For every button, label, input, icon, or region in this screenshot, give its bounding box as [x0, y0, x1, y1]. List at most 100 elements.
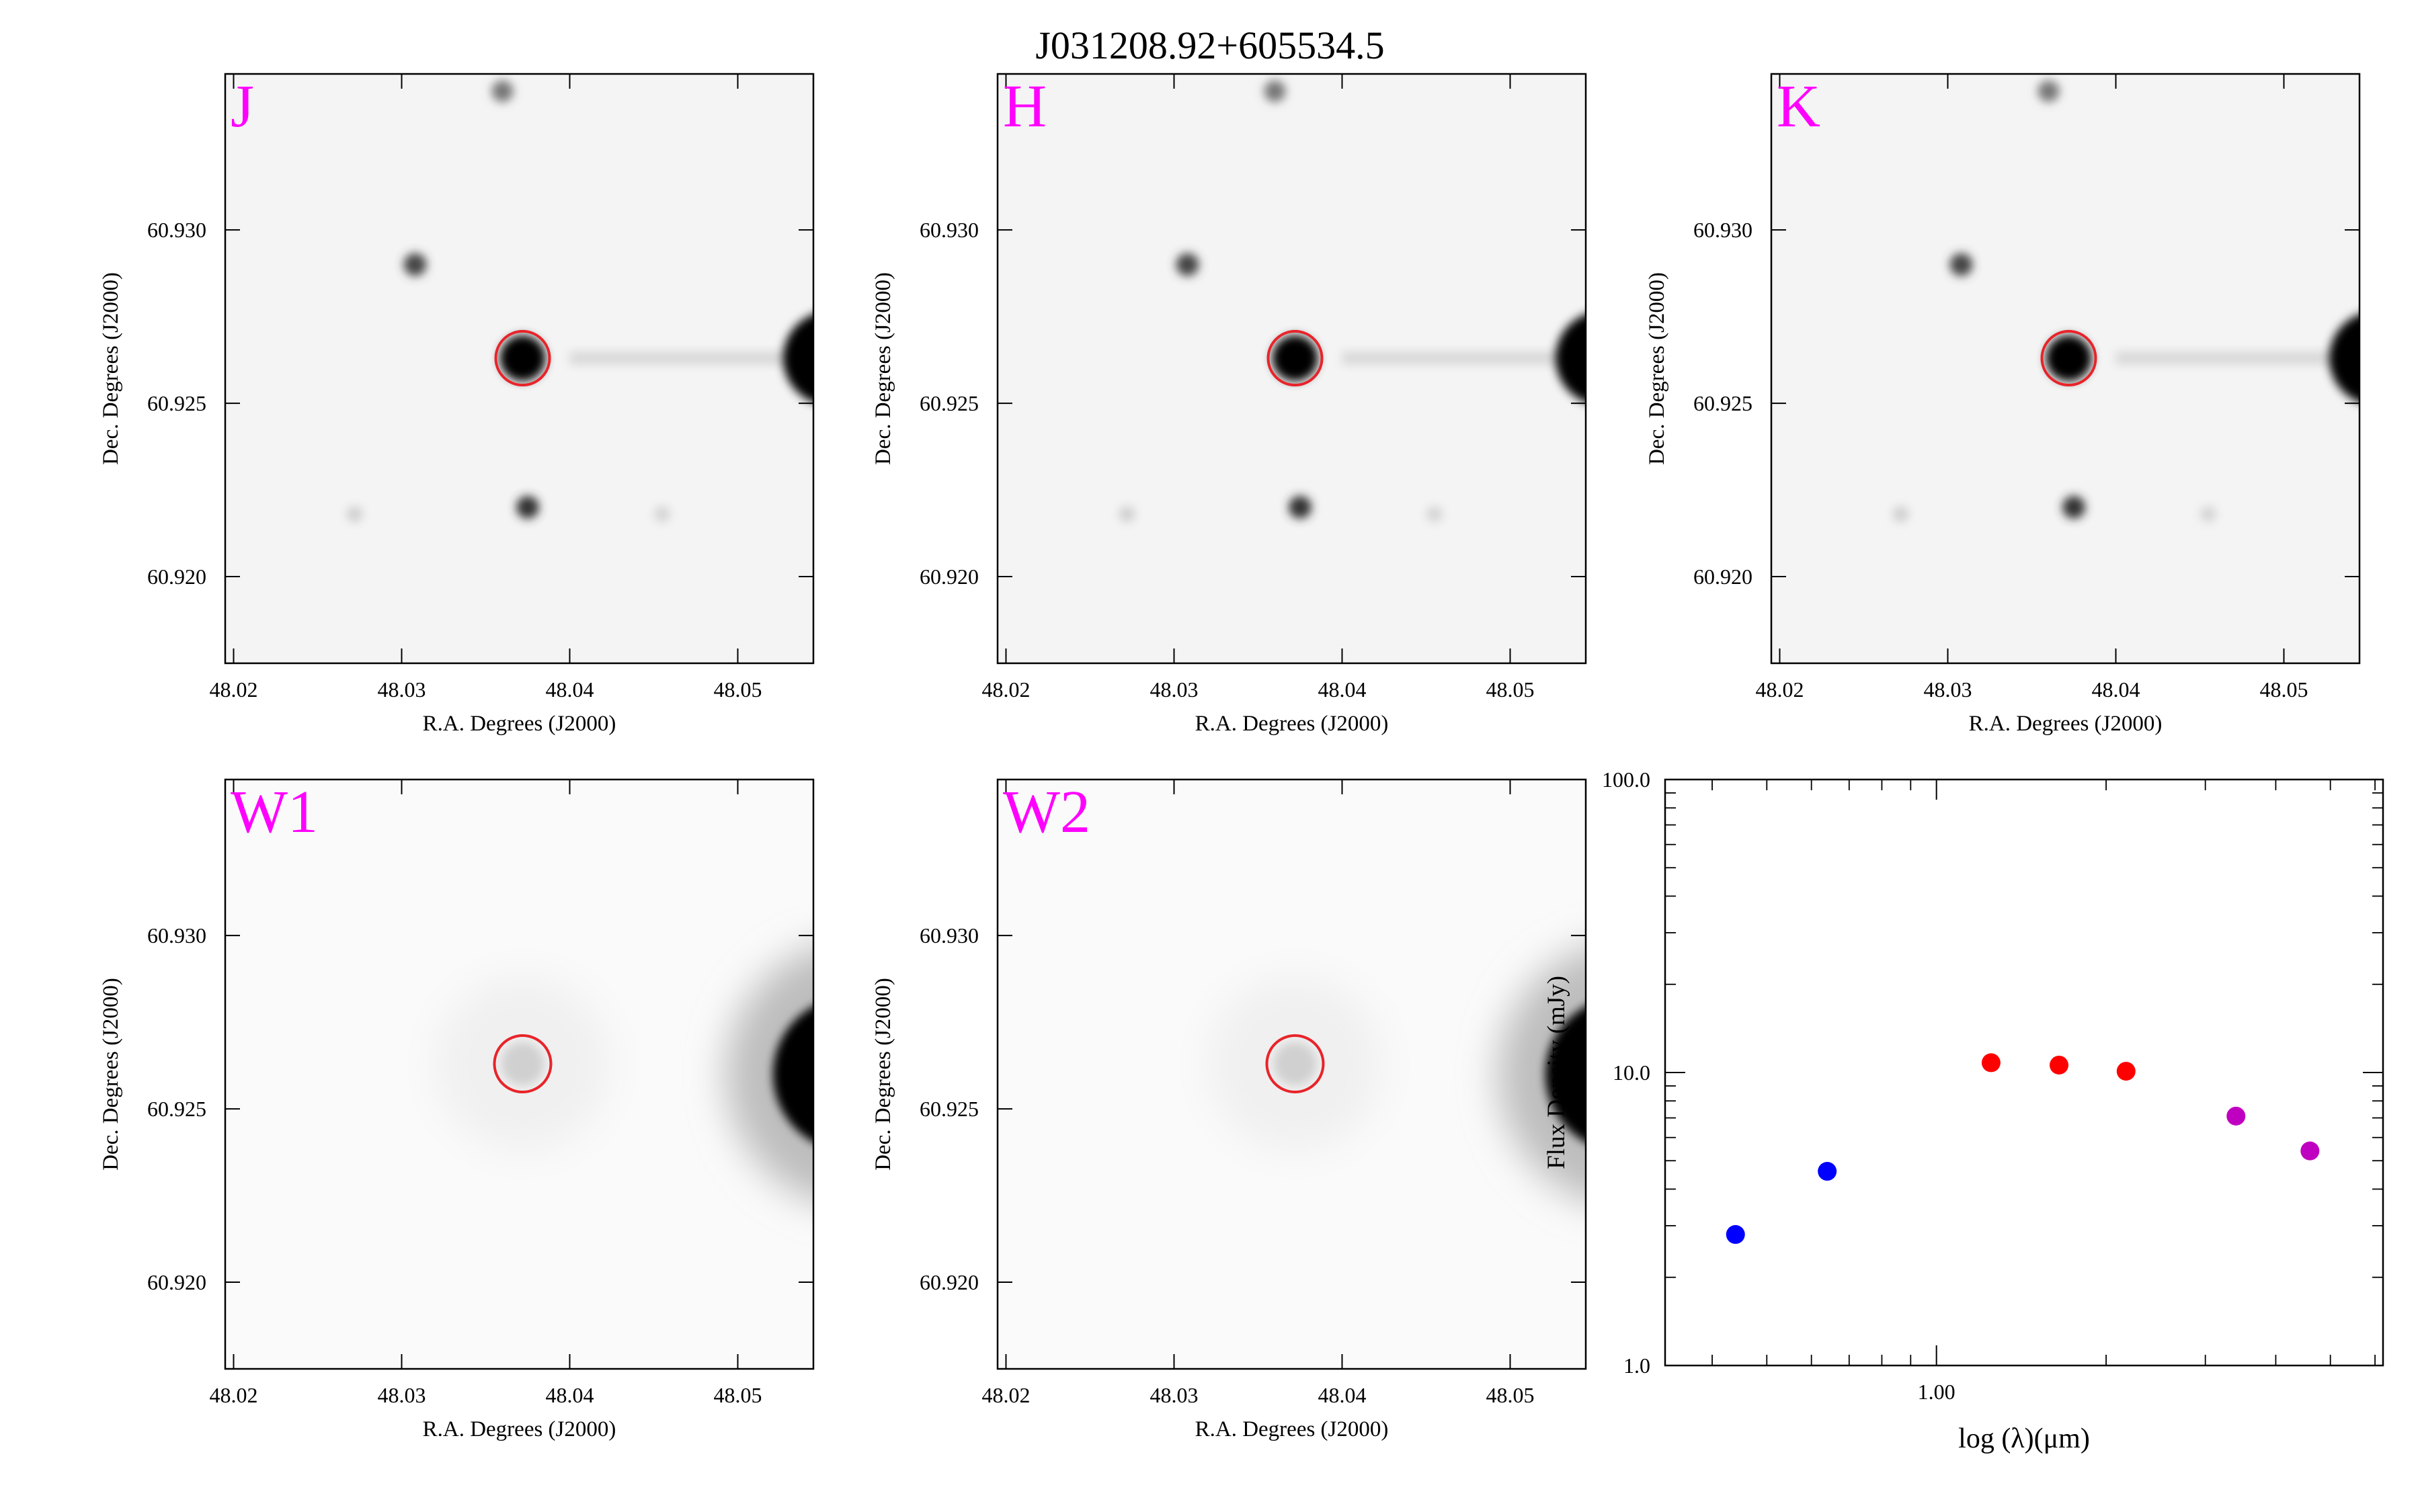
band-label: W1 [231, 779, 318, 845]
bright-source [2329, 314, 2360, 403]
y-axis-label: Flux Density (mJy) [1543, 976, 1570, 1169]
data-point [2050, 1055, 2069, 1075]
y-tick-label: 1.0 [1623, 1353, 1650, 1378]
panel-frame [224, 73, 815, 665]
y-tick-label: 60.925 [920, 391, 979, 415]
y-tick-label: 60.925 [920, 1097, 979, 1121]
x-tick-label: 48.04 [2092, 677, 2140, 702]
y-tick-label: 60.920 [1693, 564, 1752, 589]
bright-halo [1498, 948, 1586, 1200]
star [2062, 495, 2085, 519]
x-tick-label: 48.02 [982, 1383, 1031, 1407]
star [501, 1042, 544, 1086]
x-tick-label: 48.04 [1318, 1383, 1367, 1407]
x-tick-label: 48.02 [982, 677, 1031, 702]
band-label: K [1777, 73, 1820, 140]
y-tick-label: 60.920 [920, 564, 979, 589]
y-tick-label: 60.925 [1693, 391, 1752, 415]
star [1119, 506, 1135, 523]
star [1426, 506, 1443, 523]
star [1949, 253, 1973, 276]
image-panel-h: 48.02 48.03 48.04 48.05 60.930 60.925 60.920 R.… [871, 73, 1587, 736]
image-panel-w1: 48.02 48.03 48.04 48.05 60.930 60.925 60.920 R.… [99, 778, 815, 1441]
aperture-circle [494, 330, 551, 387]
image-panel-k: 48.02 48.03 48.04 48.05 60.930 60.925 60.920 R.… [1645, 73, 2361, 736]
star [1273, 1042, 1317, 1086]
y-tick-label: 10.0 [1613, 1060, 1650, 1085]
x-tick-label: 48.02 [210, 677, 258, 702]
star [2200, 506, 2216, 523]
star [516, 495, 539, 519]
star [2038, 80, 2060, 102]
aperture-circle [2040, 330, 2097, 387]
x-tick-label: 48.04 [546, 1383, 594, 1407]
star [403, 253, 427, 276]
data-point [2300, 1141, 2320, 1161]
figure-title: J031208.92+605534.5 [1035, 24, 1385, 67]
x-axis-label: R.A. Degrees (J2000) [1195, 712, 1389, 736]
y-tick-label: 60.930 [147, 218, 206, 242]
x-axis-label: R.A. Degrees (J2000) [1195, 1417, 1389, 1441]
star [491, 80, 514, 102]
panel-frame [1770, 73, 2361, 665]
x-tick-label: 48.03 [1924, 677, 1972, 702]
y-tick-label: 60.930 [920, 923, 979, 948]
x-tick-label: 48.03 [378, 677, 426, 702]
x-tick-label: 48.03 [378, 1383, 426, 1407]
y-axis-label: Dec. Degrees (J2000) [99, 978, 123, 1171]
bright-source [1545, 1006, 1586, 1142]
aperture-circle [1266, 330, 1324, 387]
x-axis-label: R.A. Degrees (J2000) [1969, 712, 2163, 736]
bright-source [773, 1006, 813, 1142]
y-axis-label: Dec. Degrees (J2000) [871, 978, 895, 1171]
y-tick-label: 60.925 [147, 391, 206, 415]
band-label: J [231, 73, 254, 140]
x-tick-label: 48.04 [546, 677, 594, 702]
data-point [2116, 1062, 2136, 1081]
streak [1342, 351, 1586, 366]
aperture-circle [1265, 1034, 1325, 1094]
x-axis-label: R.A. Degrees (J2000) [423, 1417, 616, 1441]
aperture-circle [493, 1034, 553, 1094]
panel-frame [996, 73, 1587, 665]
streak [2115, 351, 2360, 366]
x-tick-label: 48.05 [714, 1383, 762, 1407]
star [1264, 80, 1286, 102]
x-tick-label: 1.00 [1918, 1380, 1955, 1404]
y-tick-label: 60.920 [147, 564, 206, 589]
x-tick-label: 48.04 [1318, 677, 1367, 702]
y-tick-label: 60.920 [920, 1270, 979, 1294]
star [1289, 495, 1312, 519]
y-tick-label: 60.930 [147, 923, 206, 948]
y-tick-label: 60.930 [1693, 218, 1752, 242]
y-tick-label: 60.920 [147, 1270, 206, 1294]
plot-frame [1664, 778, 2384, 1367]
y-axis-label: Dec. Degrees (J2000) [1645, 272, 1669, 465]
x-tick-label: 48.05 [1486, 1383, 1535, 1407]
y-tick-label: 100.0 [1602, 767, 1650, 792]
x-tick-label: 48.02 [1756, 677, 1804, 702]
image-panel-w2: 48.02 48.03 48.04 48.05 60.930 60.925 60.920 R.… [871, 778, 1587, 1441]
x-tick-label: 48.05 [714, 677, 762, 702]
data-point [2226, 1106, 2246, 1126]
y-tick-label: 60.930 [920, 218, 979, 242]
star [1176, 253, 1199, 276]
bright-source [783, 314, 813, 403]
image-panel-j: 48.02 48.03 48.04 48.05 60.930 60.925 60.920 R.… [99, 73, 815, 736]
x-tick-label: 48.03 [1150, 1383, 1199, 1407]
panel-frame [996, 778, 1587, 1370]
x-tick-label: 48.03 [1150, 677, 1199, 702]
star [1272, 335, 1318, 382]
data-point [1818, 1162, 1837, 1181]
bright-halo [726, 948, 813, 1200]
x-axis-label: R.A. Degrees (J2000) [423, 712, 616, 736]
y-axis-label: Dec. Degrees (J2000) [99, 272, 123, 465]
data-point [1726, 1225, 1745, 1245]
star [499, 335, 546, 382]
x-tick-label: 48.02 [210, 1383, 258, 1407]
panel-frame [224, 778, 815, 1370]
star [346, 506, 363, 523]
